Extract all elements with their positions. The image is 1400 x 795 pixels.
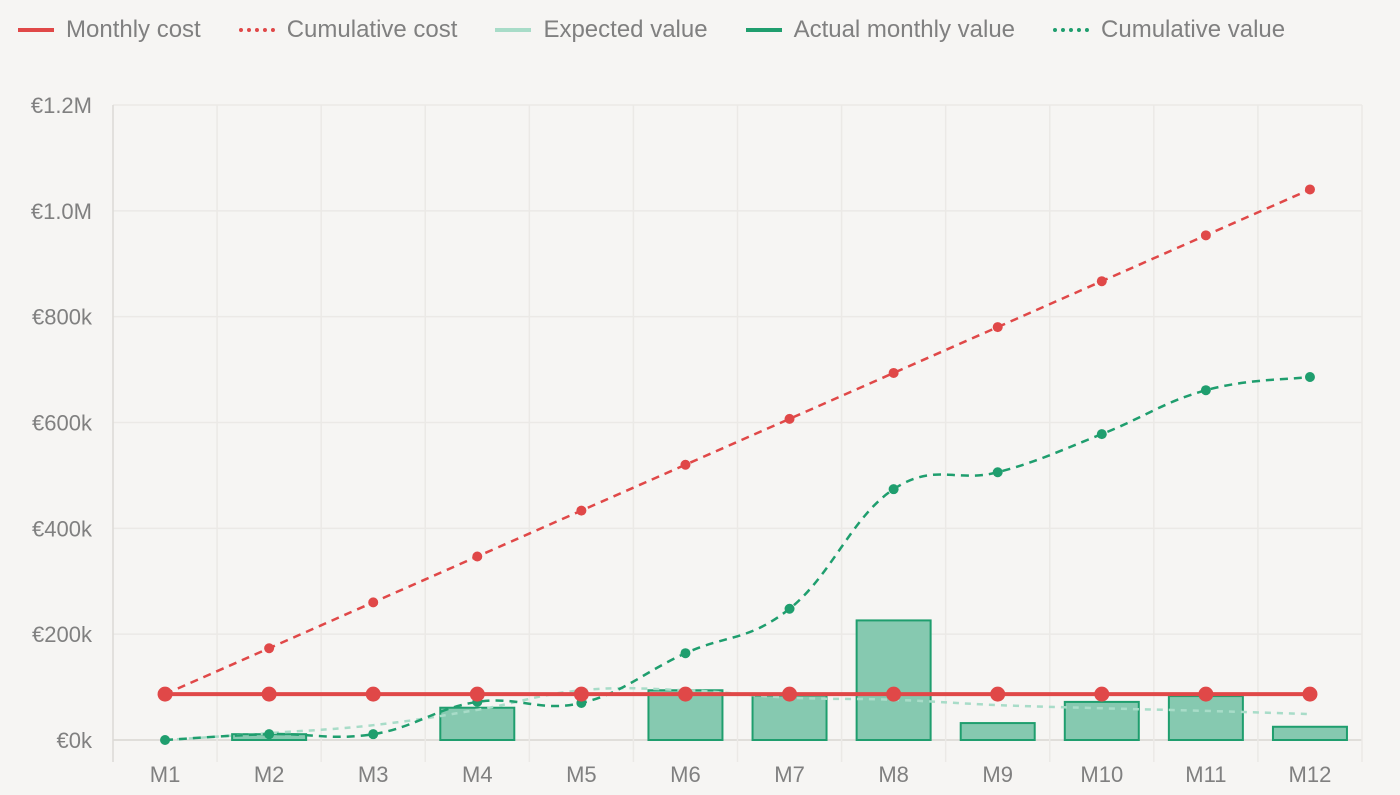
point-cumulative-value	[888, 484, 899, 495]
legend-item[interactable]: Expected value	[495, 16, 708, 44]
point-cumulative-cost	[888, 367, 899, 378]
point-cumulative-cost	[368, 597, 379, 608]
x-tick-label: M9	[982, 762, 1013, 787]
point-cumulative-value	[680, 648, 691, 659]
point-monthly-cost	[1198, 686, 1214, 702]
x-tick-label: M2	[254, 762, 285, 787]
point-monthly-cost	[1302, 686, 1318, 702]
point-monthly-cost	[1094, 686, 1110, 702]
legend-label: Cumulative value	[1101, 16, 1286, 43]
point-monthly-cost	[365, 686, 381, 702]
x-tick-label: M11	[1185, 762, 1226, 787]
x-tick-label: M1	[150, 762, 181, 787]
legend-label: Monthly cost	[66, 16, 201, 43]
legend-item[interactable]: Cumulative cost	[238, 16, 458, 44]
bar-actual-monthly-value	[439, 706, 516, 741]
bar-actual-monthly-value	[1271, 725, 1348, 741]
point-cumulative-value	[1200, 385, 1211, 396]
legend-label: Actual monthly value	[793, 16, 1016, 43]
legend-item[interactable]: Actual monthly value	[745, 16, 1016, 44]
point-monthly-cost	[157, 686, 173, 702]
y-tick-label: €0k	[57, 728, 93, 753]
x-tick-label: M3	[358, 762, 389, 787]
legend-item[interactable]: Monthly cost	[18, 16, 201, 44]
bar-actual-monthly-value	[959, 722, 1036, 741]
point-cumulative-cost	[1304, 184, 1315, 195]
x-tick-label: M7	[774, 762, 805, 787]
point-cumulative-value	[264, 729, 275, 740]
line-cumulative-cost	[164, 188, 1311, 696]
point-monthly-cost	[573, 686, 589, 702]
y-tick-label: €1.0M	[31, 199, 92, 224]
point-monthly-cost	[886, 686, 902, 702]
legend-swatch	[1053, 28, 1090, 32]
x-tick-label: M4	[462, 762, 493, 787]
legend-swatch	[745, 28, 782, 32]
point-cumulative-cost	[1200, 230, 1211, 241]
point-cumulative-value	[368, 729, 379, 740]
point-cumulative-cost	[784, 413, 795, 424]
bar-actual-monthly-value	[751, 694, 828, 741]
bar-actual-monthly-value	[1167, 695, 1244, 741]
point-cumulative-value	[1304, 371, 1315, 382]
y-tick-label: €200k	[32, 622, 93, 647]
legend-swatch	[18, 28, 54, 32]
x-tick-label: M5	[566, 762, 597, 787]
point-monthly-cost	[469, 686, 485, 702]
x-tick-label: M12	[1289, 762, 1332, 787]
y-tick-label: €1.2M	[31, 93, 92, 118]
point-monthly-cost	[261, 686, 277, 702]
point-cumulative-value	[160, 735, 171, 745]
y-tick-label: €600k	[32, 411, 93, 436]
point-cumulative-cost	[992, 322, 1003, 333]
legend-swatch	[495, 28, 532, 32]
point-monthly-cost	[782, 686, 798, 702]
y-tick-label: €800k	[32, 305, 93, 330]
x-tick-label: M10	[1080, 762, 1123, 787]
point-cumulative-cost	[472, 551, 483, 562]
x-tick-label: M8	[878, 762, 909, 787]
legend-swatch	[238, 28, 275, 32]
legend-label: Cumulative cost	[286, 16, 458, 43]
point-cumulative-value	[992, 467, 1003, 478]
x-tick-label: M6	[670, 762, 701, 787]
bar-actual-monthly-value	[855, 619, 932, 741]
point-cumulative-cost	[1096, 276, 1107, 287]
legend-label: Expected value	[543, 16, 708, 43]
point-cumulative-cost	[680, 459, 691, 470]
point-cumulative-value	[1096, 429, 1107, 440]
point-monthly-cost	[677, 686, 693, 702]
legend-item[interactable]: Cumulative value	[1053, 16, 1285, 44]
legend: Monthly cost Cumulative cost Expected valu…	[18, 16, 1285, 44]
point-cumulative-cost	[264, 643, 275, 654]
point-cumulative-value	[784, 603, 795, 614]
point-cumulative-cost	[576, 505, 587, 516]
y-tick-label: €400k	[32, 516, 93, 541]
line-cumulative-value	[164, 375, 1311, 742]
point-monthly-cost	[990, 686, 1006, 702]
